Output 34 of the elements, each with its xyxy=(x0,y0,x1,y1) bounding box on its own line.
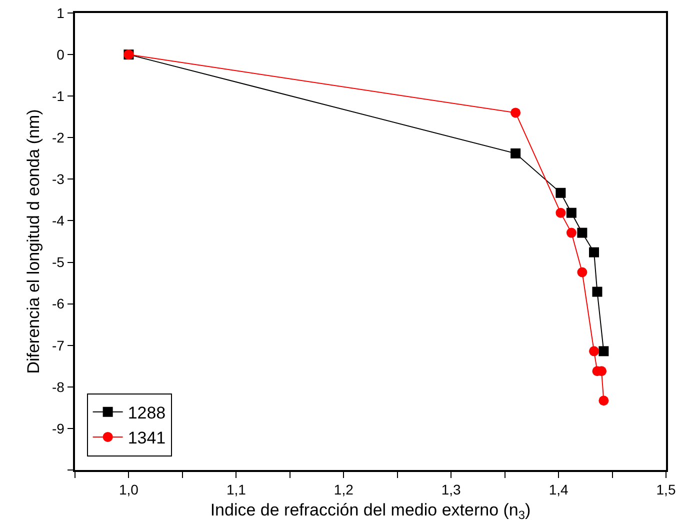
legend-label: 1288 xyxy=(128,403,166,422)
point xyxy=(556,208,566,218)
point xyxy=(566,228,576,238)
y-tick-label: 1 xyxy=(56,4,65,21)
point xyxy=(577,228,588,238)
x-tick-label: 1,0 xyxy=(118,482,139,498)
y-axis-title: Diferencia el longitud d eonda (nm) xyxy=(24,109,44,374)
point xyxy=(598,396,609,406)
x-axis-title: Indice de refracción del medio externo (n$_{3}$) xyxy=(210,500,531,522)
y-tick-label: -2 xyxy=(52,130,65,146)
point xyxy=(510,148,521,158)
point xyxy=(589,247,600,258)
point xyxy=(566,208,576,218)
x-tick-label: 1,3 xyxy=(441,482,462,498)
x-tick-label: 1,2 xyxy=(334,482,354,498)
point xyxy=(577,267,588,278)
legend-label: 1341 xyxy=(128,428,166,448)
x-tick-label: 1,4 xyxy=(548,482,568,498)
y-tick-label: -9 xyxy=(52,420,65,436)
x-tick-label: 1,1 xyxy=(226,482,246,498)
y-tick-label: -6 xyxy=(52,296,65,312)
y-tick-label: -8 xyxy=(52,378,65,395)
point xyxy=(589,346,600,356)
y-tick-label: -1 xyxy=(52,88,65,104)
y-tick-label: -7 xyxy=(52,337,65,354)
point xyxy=(592,286,602,297)
y-tick-label: -5 xyxy=(52,254,65,270)
y-tick-label: -3 xyxy=(52,171,65,188)
point xyxy=(510,108,521,118)
x-tick-label: 1,5 xyxy=(656,482,676,498)
y-tick-label: -4 xyxy=(52,212,65,229)
point xyxy=(598,346,609,356)
y-tick-label: 0 xyxy=(56,46,65,62)
point xyxy=(556,188,566,198)
